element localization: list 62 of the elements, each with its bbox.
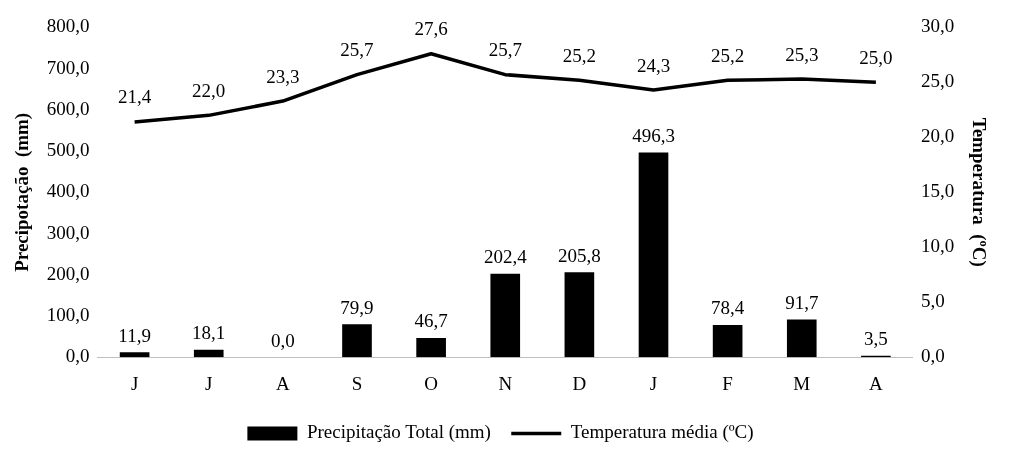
data-label: 496,3 [632, 125, 675, 147]
x-tick-label: D [572, 372, 587, 394]
legend-label: Temperatura média (ºC) [570, 421, 754, 444]
bar [564, 272, 595, 358]
bar [638, 152, 669, 358]
data-label: 46,7 [414, 310, 448, 332]
data-label: 3,5 [864, 328, 888, 350]
bar [193, 349, 224, 358]
x-tick-label: J [205, 372, 213, 394]
y-tick-label: 400,0 [46, 180, 90, 202]
data-label: 79,9 [340, 296, 374, 318]
data-label: 78,4 [711, 297, 745, 319]
data-label: 0,0 [270, 329, 295, 351]
y2-tick-label: 10,0 [920, 235, 955, 257]
data-label: 25,2 [711, 44, 745, 66]
y2-tick-label: 20,0 [920, 125, 955, 147]
y2-axis-title: Temperatura (ºC) [967, 117, 990, 267]
data-label: 91,7 [785, 291, 819, 313]
y-tick-label: 300,0 [46, 221, 90, 243]
y-tick-label: 800,0 [46, 15, 90, 37]
x-tick-label: A [869, 372, 884, 394]
data-label: 25,0 [859, 46, 893, 68]
data-label: 22,0 [192, 79, 226, 101]
bar [786, 319, 817, 358]
x-tick-label: A [276, 372, 290, 394]
y-tick-label: 500,0 [46, 139, 90, 161]
y2-tick-label: 15,0 [920, 180, 955, 202]
data-label: 25,7 [340, 39, 374, 61]
bar [416, 337, 446, 358]
data-label: 24,3 [636, 54, 671, 76]
x-tick-label: N [498, 372, 513, 394]
bar [490, 273, 521, 358]
data-label: 21,4 [117, 86, 152, 108]
y2-tick-label: 30,0 [920, 15, 955, 37]
bar [342, 324, 372, 358]
x-tick-label: J [649, 372, 658, 394]
x-tick-label: O [424, 372, 438, 394]
y-tick-label: 200,0 [46, 262, 90, 284]
data-label: 25,7 [488, 39, 522, 61]
y-tick-label: 700,0 [46, 56, 90, 78]
data-label: 25,2 [562, 44, 596, 66]
data-label: 202,4 [483, 246, 528, 268]
y2-tick-label: 5,0 [920, 290, 945, 312]
y2-tick-label: 0,0 [920, 345, 945, 367]
bar [712, 324, 743, 358]
data-label: 23,3 [266, 65, 300, 87]
legend-label: Precipitação Total (mm) [306, 421, 491, 444]
x-tick-label: F [722, 372, 733, 394]
data-label: 11,9 [118, 324, 151, 346]
x-tick-label: S [351, 372, 363, 394]
y-tick-label: 0,0 [65, 345, 90, 367]
y-tick-label: 100,0 [46, 303, 90, 325]
data-label: 18,1 [192, 322, 226, 344]
data-label: 205,8 [558, 244, 601, 266]
y-axis-title: Precipotação (mm) [11, 112, 34, 272]
x-tick-label: M [793, 372, 811, 394]
y2-tick-label: 25,0 [920, 70, 955, 92]
x-tick-label: J [130, 372, 139, 394]
data-label: 25,3 [785, 43, 819, 65]
bar [119, 352, 150, 358]
y-tick-label: 600,0 [46, 97, 90, 119]
data-label: 27,6 [414, 18, 448, 40]
